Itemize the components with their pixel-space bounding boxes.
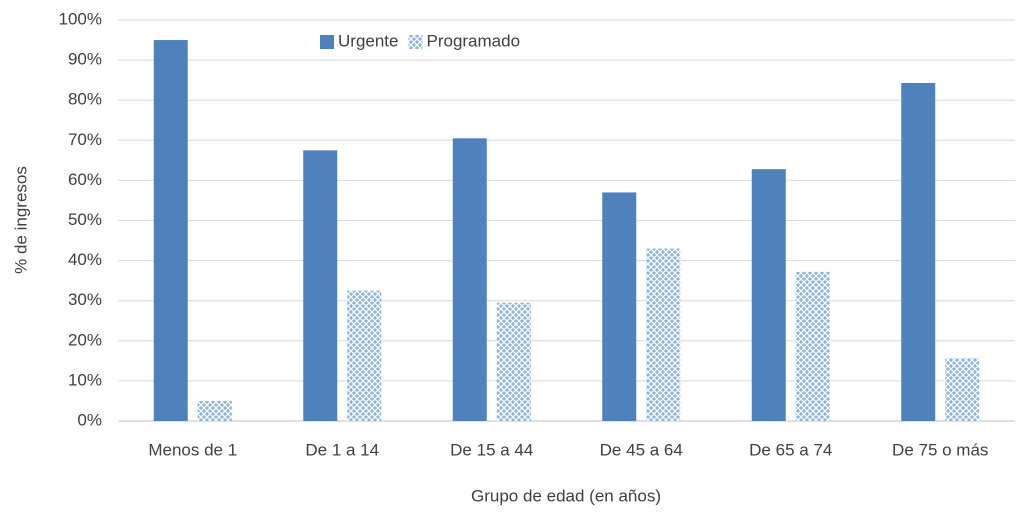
bar (153, 40, 188, 422)
x-tick-label: Menos de 1 (148, 440, 237, 459)
bar (197, 400, 232, 421)
y-tick-label: 10% (68, 370, 102, 389)
bar (496, 302, 531, 421)
bar (452, 138, 487, 422)
bar (347, 290, 382, 421)
y-tick-label: 30% (68, 290, 102, 309)
y-tick-label: 60% (68, 170, 102, 189)
x-tick-label: De 1 a 14 (305, 440, 379, 459)
x-tick-label: De 65 a 74 (749, 440, 832, 459)
y-axis-label: % de ingresos (11, 166, 30, 274)
y-tick-label: 70% (68, 130, 102, 149)
y-tick-label: 0% (77, 410, 102, 429)
bar (646, 248, 681, 421)
y-tick-label: 100% (59, 9, 102, 28)
bar (751, 169, 786, 421)
x-tick-label: De 75 o más (892, 440, 988, 459)
bar (795, 271, 830, 421)
bar (901, 82, 936, 421)
y-tick-label: 40% (68, 250, 102, 269)
bar (303, 150, 338, 421)
y-tick-label: 80% (68, 90, 102, 109)
x-tick-label: De 45 a 64 (600, 440, 683, 459)
legend-label: Programado (426, 31, 520, 50)
legend-swatch (408, 35, 423, 49)
y-tick-label: 20% (68, 330, 102, 349)
legend-swatch (320, 35, 334, 49)
y-tick-label: 50% (68, 210, 102, 229)
bar (945, 358, 980, 421)
x-axis-label: Grupo de edad (en años) (471, 486, 661, 505)
x-tick-label: De 15 a 44 (450, 440, 533, 459)
y-tick-label: 90% (68, 50, 102, 69)
legend-label: Urgente (338, 31, 398, 50)
bar (602, 192, 637, 421)
